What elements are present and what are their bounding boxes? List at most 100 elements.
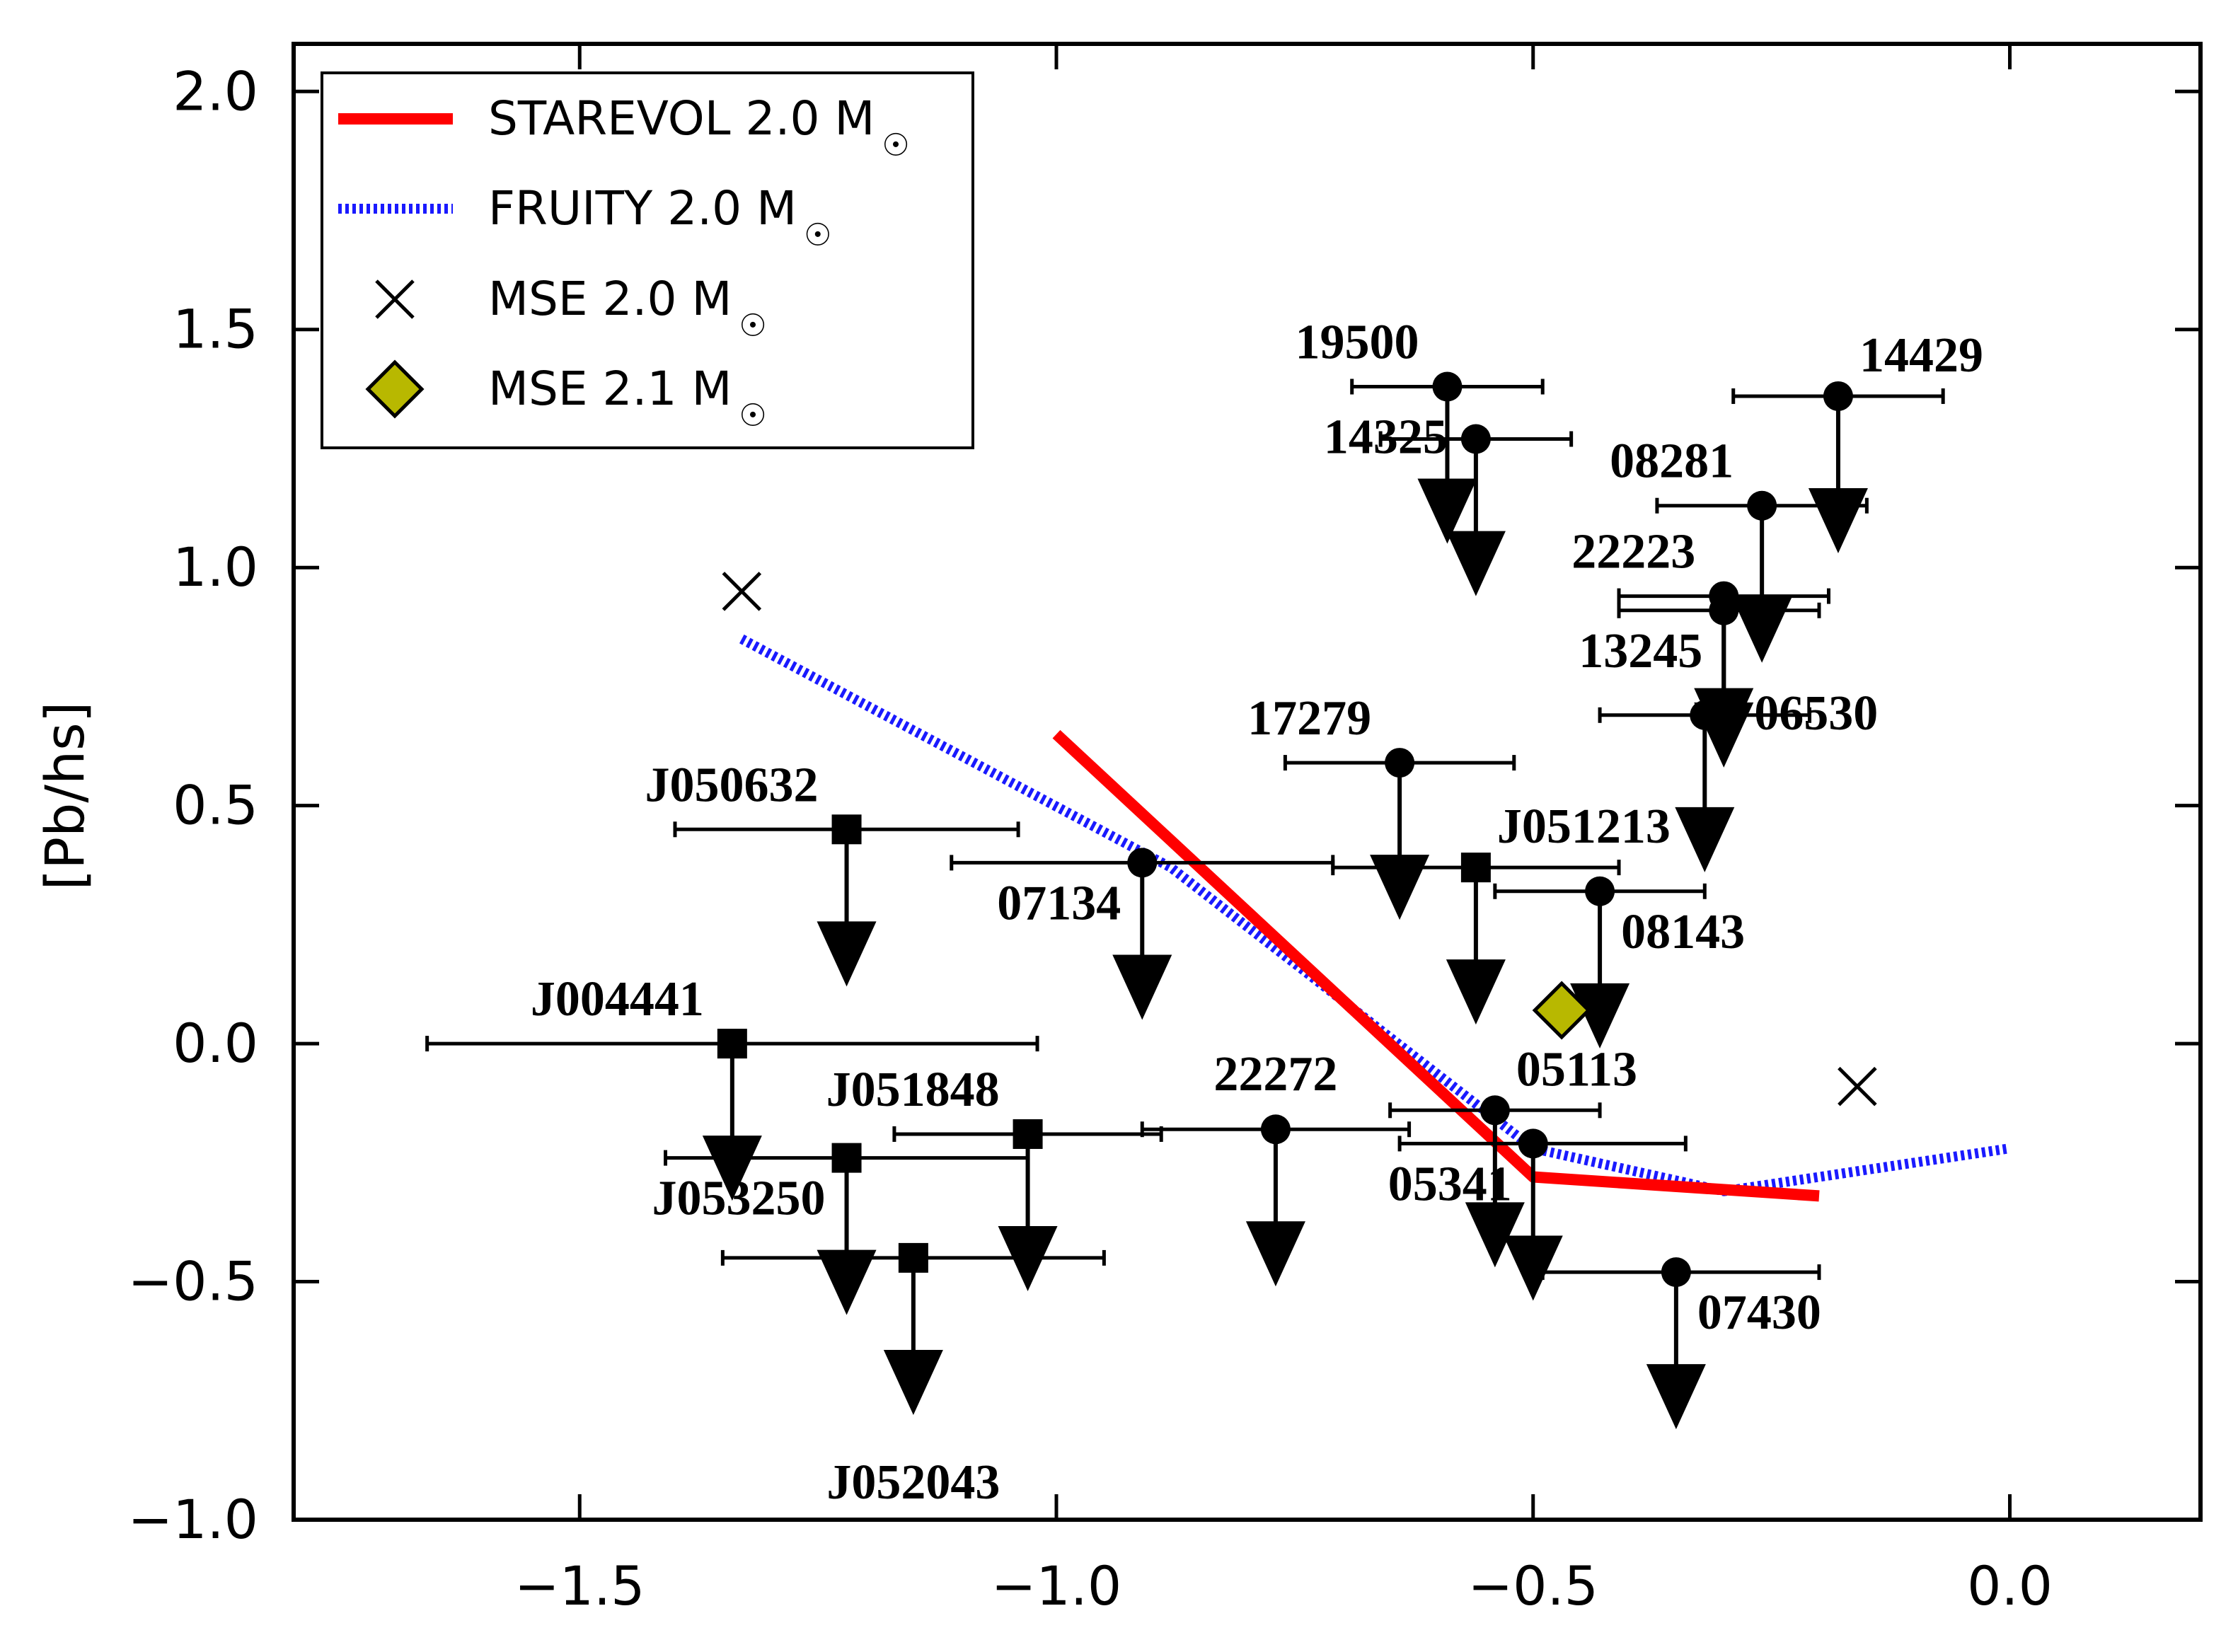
mse-2.0-marker [722, 572, 762, 611]
mse-2.1-marker [1532, 981, 1591, 1040]
upper-limit-arrow [1732, 597, 1792, 663]
star-label: 14429 [1859, 328, 1983, 383]
star-label: 05113 [1516, 1042, 1637, 1097]
legend-label-text: MSE 2.0 M [488, 272, 732, 326]
star-label: J053250 [652, 1172, 826, 1226]
upper-limit-arrow [817, 1249, 877, 1315]
star-J004441: J004441 [425, 972, 1039, 1201]
star-label: 17279 [1247, 691, 1371, 746]
mse-2.0-marker [1838, 1066, 1877, 1107]
legend-entry: MSE 2.1 M ☉ [365, 359, 767, 434]
circle-marker [1460, 424, 1491, 454]
square-marker [831, 1143, 862, 1173]
star-label: 22272 [1213, 1047, 1337, 1102]
legend-label-sun-symbol: ☉ [804, 217, 831, 253]
upper-limit-arrow [1245, 1221, 1305, 1287]
upper-limit-arrow [1465, 1202, 1525, 1268]
legend-label-sun-symbol: ☉ [739, 308, 766, 344]
square-marker [898, 1242, 928, 1273]
star-J053250: J053250 [652, 1143, 1030, 1315]
x-tick-label: −0.5 [1467, 1554, 1598, 1617]
star-label: 13245 [1579, 624, 1702, 678]
y-axis-label: [Pb/hs] [33, 702, 96, 891]
upper-limit-arrow [817, 921, 877, 987]
square-marker [717, 1029, 747, 1059]
star-J052043: J052043 [720, 1242, 1106, 1510]
x-tick-label: 0.0 [1967, 1554, 2053, 1617]
circle-marker [1661, 1257, 1691, 1288]
y-tick-label: 2.0 [173, 59, 258, 122]
star-label: 06530 [1754, 686, 1878, 741]
star-14325: 14325 [1324, 410, 1574, 596]
circle-marker [1585, 876, 1615, 906]
legend-entry: MSE 2.0 M ☉ [375, 272, 767, 344]
circle-marker [1260, 1114, 1291, 1145]
upper-limit-arrow [1112, 954, 1172, 1020]
legend-label-sun-symbol: ☉ [739, 398, 766, 434]
circle-marker [1823, 381, 1853, 411]
legend-label-text: STAREVOL 2.0 M [488, 91, 875, 146]
star-J051213: J051213 [1331, 799, 1671, 1025]
star-08281: 08281 [1610, 434, 1869, 663]
upper-limit-arrow [1370, 855, 1430, 920]
legend-label: MSE 2.0 M ☉ [488, 272, 767, 344]
circle-marker [1127, 848, 1158, 878]
star-label: J052043 [826, 1455, 1000, 1510]
upper-limit-arrow [1503, 1235, 1563, 1301]
star-17279: 17279 [1247, 691, 1516, 920]
y-tick-label: 1.0 [173, 536, 258, 599]
star-07430: 07430 [1540, 1257, 1821, 1430]
y-tick-label: 1.5 [173, 298, 258, 361]
y-tick-label: 0.0 [173, 1012, 258, 1075]
circle-marker [1709, 595, 1739, 625]
upper-limit-arrow [1417, 478, 1477, 544]
legend-label-text: FRUITY 2.0 M [488, 181, 797, 236]
star-label: 08281 [1610, 434, 1734, 489]
square-marker [831, 814, 862, 845]
square-marker [1460, 853, 1491, 883]
upper-limit-arrow [1675, 807, 1735, 872]
star-22272: 22272 [1140, 1047, 1412, 1287]
square-marker [1013, 1119, 1043, 1149]
star-label: 07134 [997, 876, 1121, 930]
cross-stroke [722, 572, 762, 611]
legend-label: MSE 2.1 M ☉ [488, 362, 767, 434]
star-05113: 05113 [1388, 1042, 1637, 1268]
star-label: J051213 [1497, 799, 1671, 854]
star-05341: 05341 [1388, 1128, 1688, 1301]
upper-limit-arrow [1570, 983, 1630, 1049]
legend-swatch-cross [375, 279, 415, 319]
legend-box [321, 71, 974, 449]
upper-limit-arrow [1446, 959, 1506, 1025]
legend-entry: STAREVOL 2.0 M ☉ [338, 91, 910, 163]
star-label: 19500 [1295, 315, 1419, 369]
x-tick-label: −1.5 [514, 1554, 645, 1617]
star-label: J050632 [645, 758, 819, 812]
star-label: 08143 [1621, 905, 1745, 959]
circle-marker [1690, 700, 1720, 730]
upper-limit-arrow [1446, 531, 1506, 596]
upper-limit-arrow [883, 1349, 943, 1415]
x-tick-label: −1.0 [991, 1554, 1122, 1617]
legend: STAREVOL 2.0 M ☉FRUITY 2.0 M ☉MSE 2.0 M ☉MS… [321, 71, 974, 449]
y-tick-label: −1.0 [127, 1488, 258, 1551]
circle-marker [1432, 371, 1463, 402]
star-06530: 06530 [1598, 686, 1878, 872]
star-19500: 19500 [1295, 315, 1545, 544]
star-label: 07430 [1697, 1286, 1821, 1340]
circle-marker [1479, 1095, 1510, 1126]
star-label: J004441 [531, 972, 704, 1027]
circle-marker [1385, 748, 1415, 778]
legend-label: STAREVOL 2.0 M ☉ [488, 91, 910, 163]
star-label: 14325 [1324, 410, 1448, 465]
circle-marker [1518, 1128, 1548, 1159]
star-label: J051848 [826, 1063, 1000, 1117]
star-label: 22223 [1571, 525, 1695, 579]
y-tick-label: 0.5 [173, 774, 258, 837]
legend-label: FRUITY 2.0 M ☉ [488, 181, 832, 253]
upper-limit-arrow [702, 1136, 762, 1201]
series-layer: 19500 14325 14429 08281 22223 13245 06530 17279… [425, 315, 2011, 1510]
circle-marker [1747, 490, 1777, 521]
legend-swatch-diamond [365, 359, 425, 419]
